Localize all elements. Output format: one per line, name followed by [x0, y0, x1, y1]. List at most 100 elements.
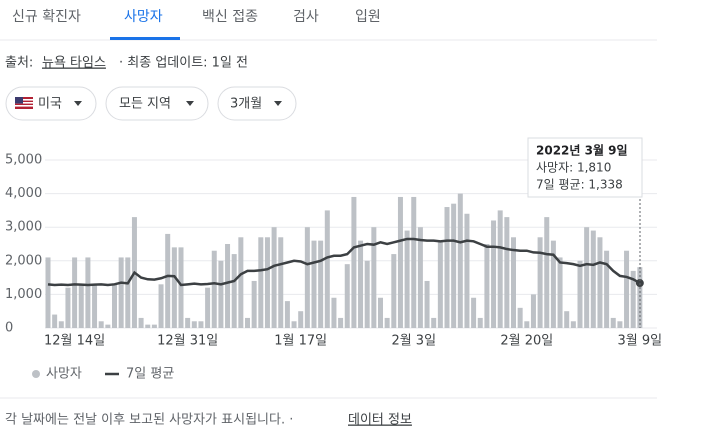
- tab[interactable]: 백신 접종: [202, 9, 258, 25]
- bar: [491, 220, 497, 328]
- legend-dot: [32, 370, 40, 378]
- x-tick-label: 12월 14일: [44, 334, 105, 349]
- bar: [112, 284, 117, 328]
- range[interactable]: 3개월: [230, 97, 262, 112]
- bar: [198, 321, 204, 328]
- y-tick-label: 5,000: [5, 153, 42, 168]
- tab[interactable]: 검사: [293, 9, 319, 25]
- bar: [171, 247, 177, 328]
- bar: [218, 260, 224, 328]
- bar: [78, 284, 84, 328]
- bar: [225, 244, 231, 328]
- tab-selected[interactable]: 사망자: [124, 9, 163, 25]
- bar: [231, 254, 237, 328]
- bar: [604, 250, 610, 328]
- bar: [411, 196, 417, 328]
- region[interactable]: 모든 지역: [119, 97, 171, 112]
- bar: [624, 250, 630, 328]
- bar: [85, 257, 91, 328]
- bar: [351, 196, 357, 328]
- bar: [165, 233, 171, 328]
- bar: [391, 254, 397, 328]
- bar: [550, 240, 556, 328]
- bar: [264, 237, 270, 328]
- bar: [298, 311, 304, 328]
- bar: [437, 240, 443, 328]
- tab[interactable]: 입원: [355, 9, 381, 25]
- dropdown-arrow: [74, 101, 82, 106]
- x-tick-label: 1월 17일: [274, 334, 327, 349]
- bar: [245, 317, 250, 328]
- bar: [72, 257, 78, 328]
- legend-label: 7일 평균: [126, 367, 174, 382]
- y-tick-label: 2,000: [5, 253, 42, 268]
- range-dropdown[interactable]: [217, 86, 297, 121]
- bar: [92, 284, 98, 328]
- bar: [205, 287, 211, 328]
- source-label: 출처:: [5, 56, 33, 71]
- bar: [597, 237, 603, 328]
- dropdown-arrow: [274, 101, 282, 106]
- bar: [238, 237, 244, 328]
- country-dropdown[interactable]: [5, 86, 97, 121]
- dropdown-arrow: [186, 101, 194, 106]
- updated: · 최종 업데이트: 1일 전: [119, 56, 248, 71]
- x-tick-label: 2월 20일: [500, 334, 553, 349]
- bar: [630, 270, 636, 328]
- bar: [98, 321, 104, 328]
- x-tick-label: 2월 3일: [391, 334, 436, 349]
- bar: [557, 257, 563, 328]
- bar: [311, 240, 317, 328]
- bar: [52, 314, 58, 328]
- bar: [570, 321, 576, 328]
- bar: [397, 196, 403, 328]
- y-tick-label: 1,000: [5, 287, 42, 302]
- bar: [471, 297, 477, 328]
- tab-indicator: [110, 37, 180, 40]
- bar: [457, 193, 463, 328]
- bar: [378, 297, 383, 328]
- tooltip-title: 2022년 3월 9일: [536, 143, 628, 158]
- bar: [477, 317, 483, 328]
- bar: [331, 297, 337, 328]
- bar: [191, 321, 197, 328]
- bar: [610, 317, 616, 328]
- bar: [537, 237, 543, 328]
- bar: [417, 227, 423, 328]
- x-tick-label: 12월 31일: [157, 334, 218, 349]
- bar: [251, 280, 257, 328]
- bar: [65, 287, 71, 328]
- bar: [258, 237, 264, 328]
- bar: [324, 210, 330, 328]
- bar: [371, 227, 377, 328]
- region-dropdown[interactable]: [105, 86, 209, 121]
- bar: [118, 257, 124, 328]
- bar: [517, 307, 523, 328]
- y-tick-label: 0: [5, 321, 13, 336]
- tooltip: [527, 137, 643, 198]
- bar: [158, 284, 164, 328]
- bar: [211, 250, 217, 328]
- bar: [504, 217, 510, 328]
- country[interactable]: 미국: [38, 97, 62, 112]
- bar: [511, 237, 516, 328]
- bar: [584, 227, 590, 328]
- flag: [15, 97, 33, 109]
- bar: [404, 230, 410, 328]
- bar: [431, 317, 437, 328]
- legend-label: 사망자: [46, 367, 82, 382]
- source-link[interactable]: 뉴욕 타임스: [42, 56, 106, 71]
- bar: [544, 217, 550, 328]
- bar: [384, 317, 390, 328]
- bar: [617, 321, 623, 328]
- footer-link[interactable]: 데이터 정보: [348, 413, 412, 428]
- bar: [464, 213, 470, 328]
- bar: [338, 317, 344, 328]
- bar: [178, 247, 184, 328]
- bar: [145, 324, 151, 328]
- bar: [590, 230, 596, 328]
- bar: [564, 311, 570, 328]
- bar: [151, 324, 157, 328]
- tab[interactable]: 신규 확진자: [12, 9, 81, 25]
